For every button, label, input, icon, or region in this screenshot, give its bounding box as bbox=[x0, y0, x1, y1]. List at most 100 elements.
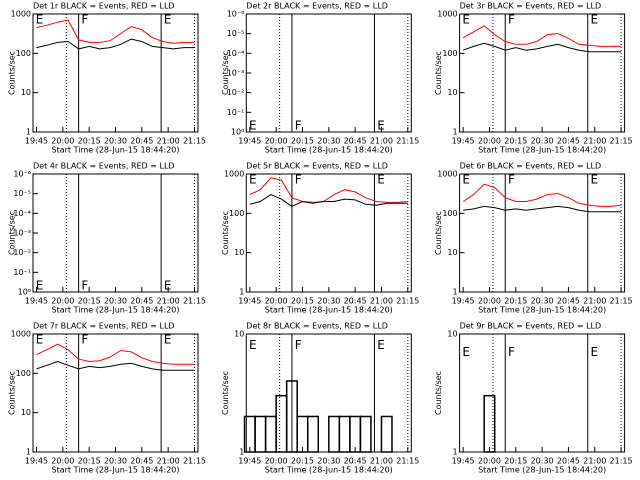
series-line bbox=[249, 194, 408, 207]
x-tick-label: 20:30 bbox=[531, 457, 554, 466]
y-tick-label: 10⁰ bbox=[231, 128, 244, 137]
x-tick-label: 21:15 bbox=[396, 297, 419, 306]
x-tick-label: 19:45 bbox=[452, 457, 475, 466]
panel-title: Det 1r BLACK = Events, RED = LLD bbox=[33, 2, 175, 11]
x-axis-label: Start Time (28-Jun-15 18:44:20) bbox=[52, 466, 180, 475]
annotation: E bbox=[164, 279, 172, 293]
y-tick-label: 10⁻⁶ bbox=[13, 170, 31, 179]
panel-title: Det 7r BLACK = Events, RED = LLD bbox=[33, 322, 175, 331]
bar bbox=[380, 415, 393, 453]
annotation: F bbox=[508, 13, 515, 27]
x-axis-label: Start Time (28-Jun-15 18:44:20) bbox=[478, 466, 606, 475]
annotation: E bbox=[249, 119, 257, 133]
y-tick-label: 100 bbox=[442, 49, 457, 58]
panel: Det 6r BLACK = Events, RED = LLD Counts/s… bbox=[434, 162, 633, 315]
annotation: E bbox=[590, 13, 598, 27]
bar bbox=[306, 415, 320, 453]
annotation: E bbox=[36, 13, 44, 27]
x-axis-label: Start Time (28-Jun-15 18:44:20) bbox=[52, 146, 180, 155]
x-tick-label: 21:15 bbox=[183, 137, 206, 146]
x-tick-label: 20:15 bbox=[291, 457, 314, 466]
y-tick-label: 1000 bbox=[437, 170, 457, 179]
x-tick-label: 20:45 bbox=[344, 457, 367, 466]
y-axis-label: Counts/sec bbox=[221, 211, 230, 255]
y-tick-label: 10⁻¹ bbox=[227, 108, 245, 117]
x-tick-label: 20:30 bbox=[317, 297, 340, 306]
series-line bbox=[36, 343, 195, 365]
y-tick-label: 1000 bbox=[11, 330, 31, 339]
x-tick-label: 20:45 bbox=[130, 457, 153, 466]
x-tick-label: 20:15 bbox=[504, 457, 527, 466]
x-tick-label: 20:30 bbox=[317, 457, 340, 466]
bar bbox=[359, 415, 372, 453]
series-line bbox=[36, 38, 195, 50]
y-tick-label: 10⁻⁴ bbox=[227, 49, 245, 58]
bar bbox=[483, 394, 496, 453]
y-tick-label: 10⁻⁴ bbox=[13, 209, 31, 218]
panel: Det 4r BLACK = Events, RED = LLD Counts/s… bbox=[8, 162, 207, 315]
x-tick-label: 19:45 bbox=[238, 457, 261, 466]
y-tick-label: 10 bbox=[447, 248, 457, 257]
x-tick-label: 20:00 bbox=[478, 457, 501, 466]
x-tick-label: 21:00 bbox=[583, 297, 606, 306]
x-tick-label: 20:30 bbox=[531, 297, 554, 306]
x-tick-label: 20:45 bbox=[344, 297, 367, 306]
x-tick-label: 20:30 bbox=[104, 457, 127, 466]
x-tick-label: 20:45 bbox=[344, 137, 367, 146]
annotation: F bbox=[508, 173, 515, 187]
y-tick-label: 10⁻² bbox=[227, 88, 245, 97]
y-axis-label: Counts/sec bbox=[434, 211, 443, 255]
y-tick-label: 1 bbox=[453, 128, 458, 137]
panel-title: Det 2r BLACK = Events, RED = LLD bbox=[246, 2, 388, 11]
x-tick-label: 20:15 bbox=[504, 297, 527, 306]
annotation: E bbox=[590, 173, 598, 187]
y-tick-label: 100 bbox=[16, 49, 31, 58]
annotation: E bbox=[462, 345, 470, 359]
series-line bbox=[36, 360, 195, 371]
x-tick-label: 20:15 bbox=[78, 457, 101, 466]
y-tick-label: 1 bbox=[453, 448, 458, 457]
x-tick-label: 21:15 bbox=[183, 457, 206, 466]
y-axis-label: Counts/sec bbox=[434, 371, 443, 415]
x-tick-label: 20:45 bbox=[557, 137, 580, 146]
annotation: F bbox=[508, 345, 515, 359]
panel-title: Det 5r BLACK = Events, RED = LLD bbox=[246, 162, 388, 171]
x-axis-label: Start Time (28-Jun-15 18:44:20) bbox=[478, 306, 606, 315]
x-tick-label: 20:15 bbox=[78, 297, 101, 306]
x-tick-label: 21:15 bbox=[183, 297, 206, 306]
annotation: E bbox=[164, 333, 172, 347]
y-tick-label: 10⁻² bbox=[13, 248, 31, 257]
x-tick-label: 20:00 bbox=[478, 137, 501, 146]
y-axis-label: Counts/sec bbox=[8, 211, 17, 255]
x-tick-label: 21:15 bbox=[610, 137, 633, 146]
annotation: E bbox=[249, 338, 257, 352]
x-axis-label: Start Time (28-Jun-15 18:44:20) bbox=[52, 306, 180, 315]
y-tick-label: 10 bbox=[447, 88, 457, 97]
panel-title: Det 8r BLACK = Events, RED = LLD bbox=[246, 322, 388, 331]
x-tick-label: 19:45 bbox=[25, 297, 48, 306]
x-tick-label: 21:15 bbox=[396, 457, 419, 466]
x-tick-label: 21:15 bbox=[396, 137, 419, 146]
y-tick-label: 10 bbox=[21, 88, 31, 97]
x-tick-label: 20:30 bbox=[531, 137, 554, 146]
annotation: E bbox=[36, 279, 44, 293]
y-tick-label: 1 bbox=[239, 288, 244, 297]
x-tick-label: 20:45 bbox=[130, 297, 153, 306]
annotation: E bbox=[36, 333, 44, 347]
y-tick-label: 10 bbox=[447, 330, 457, 339]
annotation: F bbox=[295, 173, 302, 187]
y-tick-label: 1 bbox=[453, 288, 458, 297]
annotation: F bbox=[295, 338, 302, 352]
y-tick-label: 100 bbox=[442, 209, 457, 218]
y-tick-label: 10 bbox=[234, 330, 244, 339]
x-tick-label: 20:00 bbox=[51, 137, 74, 146]
y-tick-label: 10⁻³ bbox=[227, 69, 245, 78]
x-tick-label: 19:45 bbox=[25, 457, 48, 466]
panel: Det 2r BLACK = Events, RED = LLD Counts/s… bbox=[221, 2, 420, 155]
y-tick-label: 10⁰ bbox=[18, 288, 31, 297]
x-tick-label: 21:00 bbox=[157, 457, 180, 466]
x-tick-label: 20:45 bbox=[557, 457, 580, 466]
x-tick-label: 21:00 bbox=[370, 297, 393, 306]
x-axis-label: Start Time (28-Jun-15 18:44:20) bbox=[265, 466, 393, 475]
